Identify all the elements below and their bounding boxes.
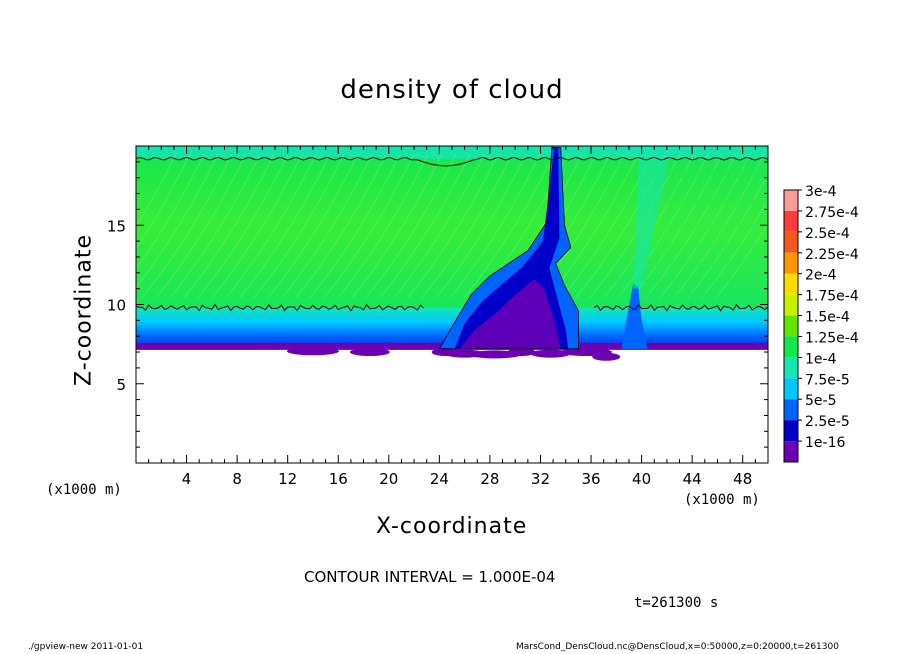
purple-blob — [349, 348, 390, 357]
colorbar-label: 2e-4 — [805, 268, 837, 284]
contour-line-lower — [136, 303, 768, 312]
colorbar-swatch — [784, 315, 798, 337]
time-label: t=261300 s — [634, 595, 719, 611]
colorbar-label: 2.5e-5 — [805, 414, 850, 430]
y-axis-label: Z-coordinate — [71, 234, 97, 386]
colorbar-label: 1e-4 — [805, 351, 837, 367]
footer-program-date: ./gpview-new 2011-01-01 — [28, 642, 144, 652]
x-tick-label: 24 — [430, 470, 449, 488]
colorbar-label: 1e-16 — [805, 435, 845, 451]
y-tick-label: 5 — [116, 376, 126, 394]
colorbar-label: 2.75e-4 — [805, 205, 859, 221]
y-tick-label: 15 — [107, 217, 126, 235]
secondary-cyan-streak — [633, 146, 672, 289]
contour-interval-note: CONTOUR INTERVAL = 1.000E-04 — [304, 568, 556, 586]
y-tick-label: 10 — [107, 297, 126, 315]
upper-green-region — [136, 146, 768, 310]
colorbar-label: 7.5e-5 — [805, 372, 850, 388]
wave-texture — [136, 153, 768, 308]
colorbar-swatch — [784, 231, 798, 253]
colorbar-label: 1.25e-4 — [805, 330, 859, 346]
colorbar-swatch — [784, 210, 798, 232]
colorbar-swatch — [784, 252, 798, 274]
chart-title: density of cloud — [340, 75, 564, 105]
contour-line-upper — [136, 156, 768, 167]
colorbar-swatch — [784, 273, 798, 295]
x-axis-label: X-coordinate — [376, 514, 528, 539]
cloud-density-field — [136, 146, 768, 361]
colorbar-swatch — [784, 190, 798, 211]
colorbar-label: 2.5e-4 — [805, 226, 850, 242]
x-tick-label: 8 — [232, 470, 242, 488]
purple-blob — [286, 347, 339, 356]
contour-plume-outline — [438, 147, 579, 350]
colorbar-label: 2.25e-4 — [805, 247, 859, 263]
colorbar-swatch — [784, 294, 798, 316]
x-tick-label: 4 — [182, 470, 192, 488]
colorbar-swatch — [784, 441, 798, 462]
x-tick-label: 28 — [480, 470, 499, 488]
colorbar: 3e-4 2.75e-4 2.5e-4 2.25e-4 2e-4 1.75e-4 1.5e-… — [783, 184, 859, 463]
x-tick-label: 16 — [329, 470, 348, 488]
colorbar-swatch — [784, 399, 798, 421]
x-tick-label: 32 — [531, 470, 550, 488]
colorbar-swatch — [784, 336, 798, 358]
top-cyan-strip — [136, 146, 768, 159]
colorbar-frame — [783, 189, 799, 463]
colorbar-swatch — [784, 357, 798, 379]
main-plume-core — [459, 279, 561, 349]
x-tick-label: 20 — [379, 470, 398, 488]
x-tick-label: 44 — [683, 470, 702, 488]
x-axis-unit-right: (x1000 m) — [684, 492, 760, 508]
colorbar-swatch — [784, 420, 798, 442]
colorbar-swatch — [784, 378, 798, 400]
secondary-plume — [621, 283, 648, 349]
x-tick-label: 36 — [581, 470, 600, 488]
purple-blob — [507, 348, 536, 357]
colorbar-label: 1.5e-4 — [805, 310, 850, 326]
x-axis-unit-left: (x1000 m) — [46, 482, 122, 498]
colorbar-label: 5e-5 — [805, 393, 836, 409]
x-tick-label: 12 — [278, 470, 297, 488]
colorbar-label: 3e-4 — [805, 184, 837, 200]
x-tick-label: 48 — [733, 470, 752, 488]
footer-data-source: MarsCond_DensCloud.nc@DensCloud,x=0:5000… — [516, 642, 839, 652]
colorbar-label: 1.75e-4 — [805, 289, 859, 305]
x-tick-label: 40 — [632, 470, 651, 488]
purple-blob — [592, 352, 621, 361]
